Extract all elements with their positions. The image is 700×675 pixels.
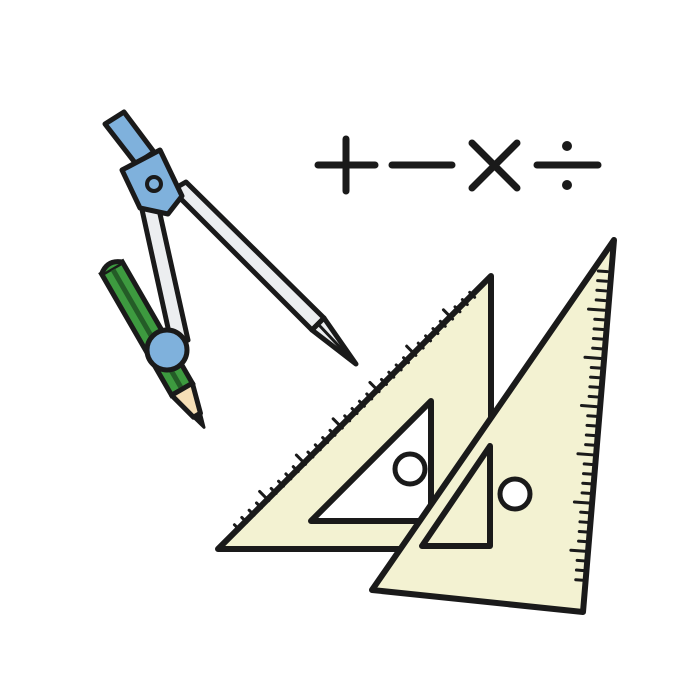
ruler-tick bbox=[240, 515, 249, 524]
ruler-tick bbox=[343, 414, 352, 423]
ruler-tick bbox=[284, 472, 293, 481]
ruler-tick bbox=[587, 307, 606, 312]
ruler-tick bbox=[574, 568, 587, 573]
ruler-tick bbox=[424, 334, 433, 343]
ruler-tick bbox=[247, 508, 256, 517]
ruler-tick bbox=[258, 489, 271, 503]
ruler-tick bbox=[593, 317, 606, 322]
ruler-tick bbox=[294, 453, 308, 466]
ruler-tick bbox=[580, 491, 593, 496]
ruler-tick bbox=[585, 423, 598, 428]
ruler-tick bbox=[587, 394, 600, 399]
ruler-tick bbox=[591, 337, 604, 341]
ruler-tick bbox=[574, 578, 587, 582]
ruler-tick bbox=[441, 308, 455, 321]
ruler-tick bbox=[577, 529, 590, 534]
ruler-tick bbox=[321, 436, 330, 445]
ruler-tick bbox=[584, 433, 597, 438]
plus-sign-icon bbox=[314, 135, 379, 195]
ruler-tick bbox=[586, 414, 599, 418]
ruler-tick bbox=[581, 481, 594, 486]
ruler-tick bbox=[438, 319, 447, 328]
ruler-tick bbox=[582, 462, 595, 467]
ruler-tick bbox=[306, 450, 315, 459]
ruler-tick bbox=[416, 341, 425, 350]
ruler-tick bbox=[365, 392, 374, 401]
ruler-tick bbox=[368, 380, 381, 394]
ruler-tick bbox=[431, 327, 440, 336]
ruler-tick bbox=[460, 298, 469, 307]
ruler-tick bbox=[357, 399, 366, 408]
ruler-tick bbox=[591, 346, 604, 351]
ruler-tick bbox=[350, 407, 359, 415]
ruler-tick bbox=[232, 523, 241, 532]
ruler-tick bbox=[588, 385, 601, 389]
ruler-tick bbox=[579, 404, 599, 409]
ruler-tick bbox=[581, 472, 594, 476]
ruler-tick bbox=[328, 428, 337, 437]
ruler-tick bbox=[589, 375, 602, 380]
ruler-tick bbox=[583, 355, 603, 360]
arithmetic-symbols bbox=[314, 135, 602, 195]
ruler-tick bbox=[596, 269, 609, 274]
ruler-tick bbox=[592, 327, 605, 332]
ruler-tick bbox=[402, 356, 410, 365]
ruler-tick bbox=[405, 344, 418, 357]
ruler-tick bbox=[468, 290, 477, 299]
ruler-tick bbox=[291, 465, 300, 474]
ruler-tick bbox=[584, 443, 597, 447]
times-sign-icon bbox=[468, 139, 521, 192]
ruler-tick bbox=[579, 510, 592, 515]
ruler-tick bbox=[277, 479, 285, 488]
divide-dot-bottom bbox=[562, 180, 572, 190]
ruler-tick bbox=[576, 452, 596, 457]
triangle-ruler-30-60-icon bbox=[369, 237, 617, 615]
ruler-tick bbox=[595, 288, 608, 293]
ruler-tick bbox=[594, 298, 607, 303]
ruler-tick bbox=[577, 539, 590, 544]
ruler-tick bbox=[394, 363, 403, 372]
ruler-tick bbox=[254, 501, 263, 510]
ruler-tick bbox=[589, 365, 602, 370]
ruler-tick bbox=[313, 443, 322, 452]
ruler-tick bbox=[453, 305, 462, 314]
ruler-tick bbox=[387, 370, 396, 379]
ruler-tick bbox=[578, 520, 591, 524]
ruler-tick bbox=[379, 377, 388, 386]
ruler-tick bbox=[269, 486, 278, 495]
ruler-tick bbox=[331, 417, 344, 430]
ruler-tick bbox=[569, 548, 589, 553]
divide-dot-top bbox=[562, 141, 572, 151]
ruler-tick bbox=[596, 279, 609, 283]
compass-icon bbox=[102, 109, 359, 373]
ruler-tick bbox=[575, 558, 588, 563]
triangle-ruler-45-icon bbox=[215, 273, 494, 552]
ruler-tick bbox=[572, 500, 592, 505]
